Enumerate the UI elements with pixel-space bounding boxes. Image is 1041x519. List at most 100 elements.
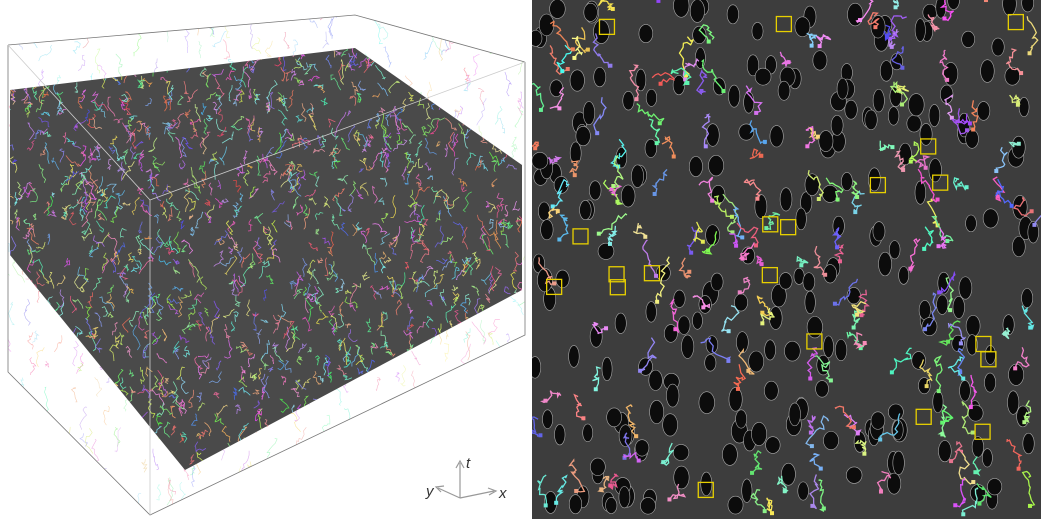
trajectory [253,38,261,54]
trajectory [175,44,181,48]
trajectory [519,437,523,454]
cell [1012,236,1025,256]
track-head [685,81,689,85]
trajectory [499,102,503,116]
trajectory [492,465,505,483]
y-axis-label: y [425,483,435,500]
trajectory [486,53,490,62]
track-head [604,326,608,330]
trajectory [422,440,431,452]
trajectory [96,49,100,73]
trajectory [356,459,367,479]
trajectory [29,29,37,48]
trajectory [480,340,484,351]
track-head [945,78,949,82]
trajectory [54,335,62,352]
trajectory [426,9,434,35]
trajectory [352,418,357,442]
track-head [940,432,944,436]
cell [937,295,948,315]
track-head [829,378,833,382]
cell [893,451,905,475]
trajectory [165,9,171,42]
cell [865,110,877,130]
trajectory [464,68,469,82]
cell [966,130,979,149]
trajectory [23,66,27,77]
trajectory [436,77,442,81]
cell [1019,97,1029,116]
trajectory [471,404,476,413]
trajectory [296,427,307,449]
trajectory [169,0,178,16]
track-head [1028,51,1032,55]
trajectory [7,451,17,460]
trajectory [80,421,88,427]
trajectory [484,372,488,385]
trajectory [305,467,312,491]
trajectory [30,451,37,456]
cell [841,172,852,190]
cell [1023,433,1034,454]
cell [966,315,980,336]
trajectory [500,419,507,429]
cell [636,69,646,91]
trajectory [452,470,459,485]
trajectory [501,412,513,424]
trajectory [250,448,255,465]
trajectory [467,391,472,407]
trajectory [432,370,437,379]
cell [550,0,566,18]
cell [692,312,702,329]
trajectory [452,344,463,354]
trajectory [91,462,96,470]
cell [915,181,926,204]
trajectory [199,41,202,58]
trajectory [515,107,523,128]
trajectory [124,420,133,433]
trajectory [113,406,122,422]
trajectory [112,419,118,435]
trajectory [511,77,521,87]
trajectory [496,341,506,362]
trajectory [483,379,487,403]
trajectory [481,43,486,55]
track-head [667,497,671,501]
track-head [879,490,883,494]
cell [873,222,885,241]
trajectory [429,435,434,437]
trajectory [383,40,388,56]
track-head [836,198,840,202]
cell [889,241,900,259]
trajectory [256,501,266,507]
cell [1007,391,1018,415]
trajectory [434,416,441,427]
trajectory [402,428,407,450]
trajectory [18,332,23,354]
trajectory [18,318,26,336]
track-head [741,257,745,261]
trajectory [480,320,485,343]
cell [847,3,862,26]
track-head [608,64,612,68]
track-head [816,135,820,139]
trajectory [15,350,19,368]
cell [823,431,838,449]
trajectory [502,358,507,380]
cell [673,444,689,460]
trajectory [70,393,77,397]
trajectory [380,365,386,388]
trajectory [98,443,117,458]
cell [798,482,809,500]
trajectory [455,380,463,396]
trajectory [213,31,227,47]
track-head [635,97,639,101]
trajectory [32,52,36,65]
trajectory [136,493,142,512]
track-head [808,377,812,381]
trajectory [81,448,95,461]
trajectory [9,302,15,325]
track-head [734,244,738,248]
trajectory [463,365,468,373]
trajectory [487,408,493,419]
